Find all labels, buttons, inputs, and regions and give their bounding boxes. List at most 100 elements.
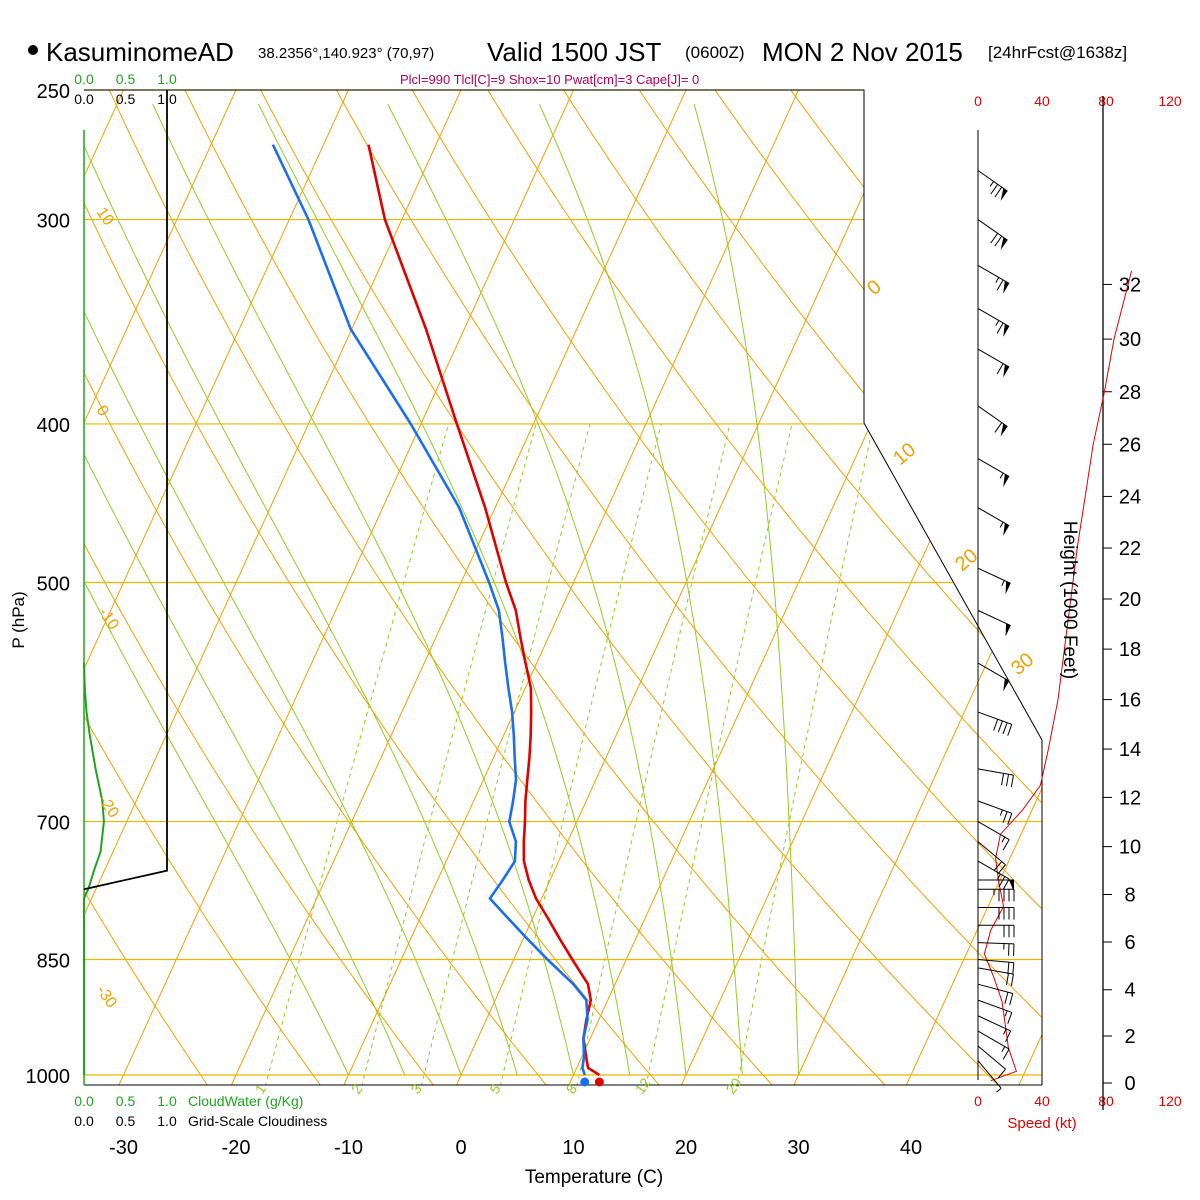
y-axis-title: P (hPa) [9, 591, 28, 648]
wind-barb-flag [1007, 813, 1013, 825]
moist-adiabat-line [693, 103, 799, 1076]
speed-tick-top: 0 [974, 93, 982, 109]
cloud-profiles: 0.00.00.50.51.01.00.00.00.50.51.01.0 [74, 71, 177, 1129]
valid-date: MON 2 Nov 2015 [762, 37, 963, 67]
cloudiness-tick-bottom: 1.0 [157, 1113, 177, 1129]
isotherm-line [84, 90, 250, 1085]
wind-barb-half-flag [1001, 836, 1006, 843]
wind-barb-staff [977, 1045, 1006, 1070]
cloudiness-tick-bottom: 0.0 [74, 1113, 94, 1129]
wind-barb-staff [977, 999, 1012, 1013]
dry-adiabat-line [993, 90, 1042, 1085]
wind-barb [977, 264, 1010, 294]
mixing-ratio-line [571, 423, 731, 1085]
wind-barb-flag [996, 322, 1004, 334]
wind-barb [977, 942, 1015, 956]
dry-adiabat-line [84, 90, 225, 1085]
dewpoint-line [271, 144, 589, 1076]
wind-barb-staff [977, 405, 1008, 428]
height-tick-label: 16 [1119, 690, 1141, 712]
axes: -30 -20 -10 0 10 20 30 40 [109, 1137, 922, 1159]
wind-barb [977, 170, 1008, 202]
wind-barb [977, 405, 1008, 437]
wind-barb-staff [977, 609, 1011, 627]
wind-barb [978, 924, 1015, 938]
dry-adiabat-line [84, 90, 453, 1085]
height-axis-title: Height (1000 Feet) [1059, 521, 1080, 679]
wind-barb-flag [1005, 1030, 1012, 1043]
wind-barb-half-flag [1001, 1046, 1006, 1052]
wind-barb-staff [977, 458, 1010, 478]
wind-barb [977, 458, 1010, 488]
wind-barb-flag [1002, 839, 1010, 851]
wind-barb-staff [977, 264, 1010, 284]
wind-barb-staff [977, 800, 1012, 814]
wind-barb-flag [1009, 993, 1014, 1006]
wind-barb [977, 567, 1011, 595]
dry-adiabat-label: 0 [93, 403, 112, 420]
moist-adiabat-line [84, 103, 349, 1076]
wind-barb-flag [1001, 773, 1005, 786]
cloudiness-line [83, 90, 168, 891]
moist-adiabat-line [84, 103, 518, 1076]
dry-adiabat-label: 0 [863, 276, 886, 300]
dry-adiabat-line [395, 90, 1042, 1085]
wind-barb-staff [977, 768, 1014, 776]
wind-barb-flag [1007, 962, 1010, 975]
mixing-ratio-line [258, 423, 450, 1085]
valid-utc: (0600Z) [685, 43, 745, 62]
wind-barb-flag [1004, 992, 1009, 1004]
dry-adiabat-line [245, 90, 1024, 1085]
wind-barb-half-flag [1003, 1028, 1007, 1035]
wind-barb-staff [977, 308, 1010, 327]
height-tick-label: 6 [1124, 932, 1135, 954]
dry-adiabat-label: 10 [889, 439, 920, 470]
station-name: KasuminomeAD [46, 37, 234, 67]
cloudiness-tick-bottom: 0.5 [116, 1113, 136, 1129]
speed-tick-bottom: 40 [1034, 1093, 1050, 1109]
pressure-tick-label: 1000 [26, 1066, 71, 1088]
forecast-info: [24hrFcst@1638z] [988, 43, 1127, 62]
dry-adiabat-label: 10 [93, 205, 117, 229]
wind-barb-half-flag [999, 521, 1004, 528]
cloudwater-label: CloudWater (g/Kg) [188, 1093, 303, 1109]
wind-barb-staff [977, 711, 1012, 725]
cloudwater-tick-top: 0.5 [116, 71, 136, 87]
isotherm-line [0, 61, 24, 1110]
wind-barb-flag [1002, 1048, 1010, 1060]
wind-barb-flag [1010, 974, 1014, 986]
speed-tick-top: 40 [1034, 93, 1050, 109]
wind-barb-flag [996, 279, 1004, 291]
wind-barb-pennant [1009, 880, 1014, 893]
wind-barb-half-flag [989, 181, 994, 187]
cloudwater-tick-top: 1.0 [157, 71, 177, 87]
isotherm-line [84, 90, 363, 1085]
chart-frame [84, 89, 1043, 1086]
wind-barb-half-flag [999, 809, 1003, 816]
dry-adiabat-line [95, 90, 795, 1085]
wind-barb-flag [1010, 775, 1014, 788]
sounding-indices: Plcl=990 Tlcl[C]=9 Shox=10 Pwat[cm]=3 Ca… [400, 72, 699, 87]
height-tick-label: 10 [1119, 837, 1141, 859]
wind-barb [977, 507, 1010, 537]
wind-barb-flag [1007, 724, 1013, 736]
wind-barb [977, 821, 1010, 851]
dry-adiabat-line [544, 90, 1042, 1085]
moist-adiabat-line [84, 103, 406, 1076]
wind-barb-half-flag [997, 873, 1001, 880]
speed-tick-bottom: 120 [1158, 1093, 1182, 1109]
speed-tick-top: 80 [1098, 93, 1114, 109]
wind-barb [977, 348, 1010, 378]
valid-time: Valid 1500 JST [487, 37, 662, 67]
wind-barb-staff [977, 507, 1010, 527]
wind-barb [977, 800, 1013, 825]
isotherm-line [84, 90, 475, 1085]
mixing-ratio-line [732, 423, 874, 1085]
height-tick-label: 8 [1124, 885, 1135, 907]
isotherm-line [107, 90, 588, 1085]
wind-barb-half-flag [1004, 1010, 1008, 1017]
height-tick-label: 12 [1119, 787, 1141, 809]
wind-barb [978, 907, 1015, 920]
dry-adiabat-line [84, 90, 567, 1085]
wind-barb-staff [977, 662, 1010, 682]
